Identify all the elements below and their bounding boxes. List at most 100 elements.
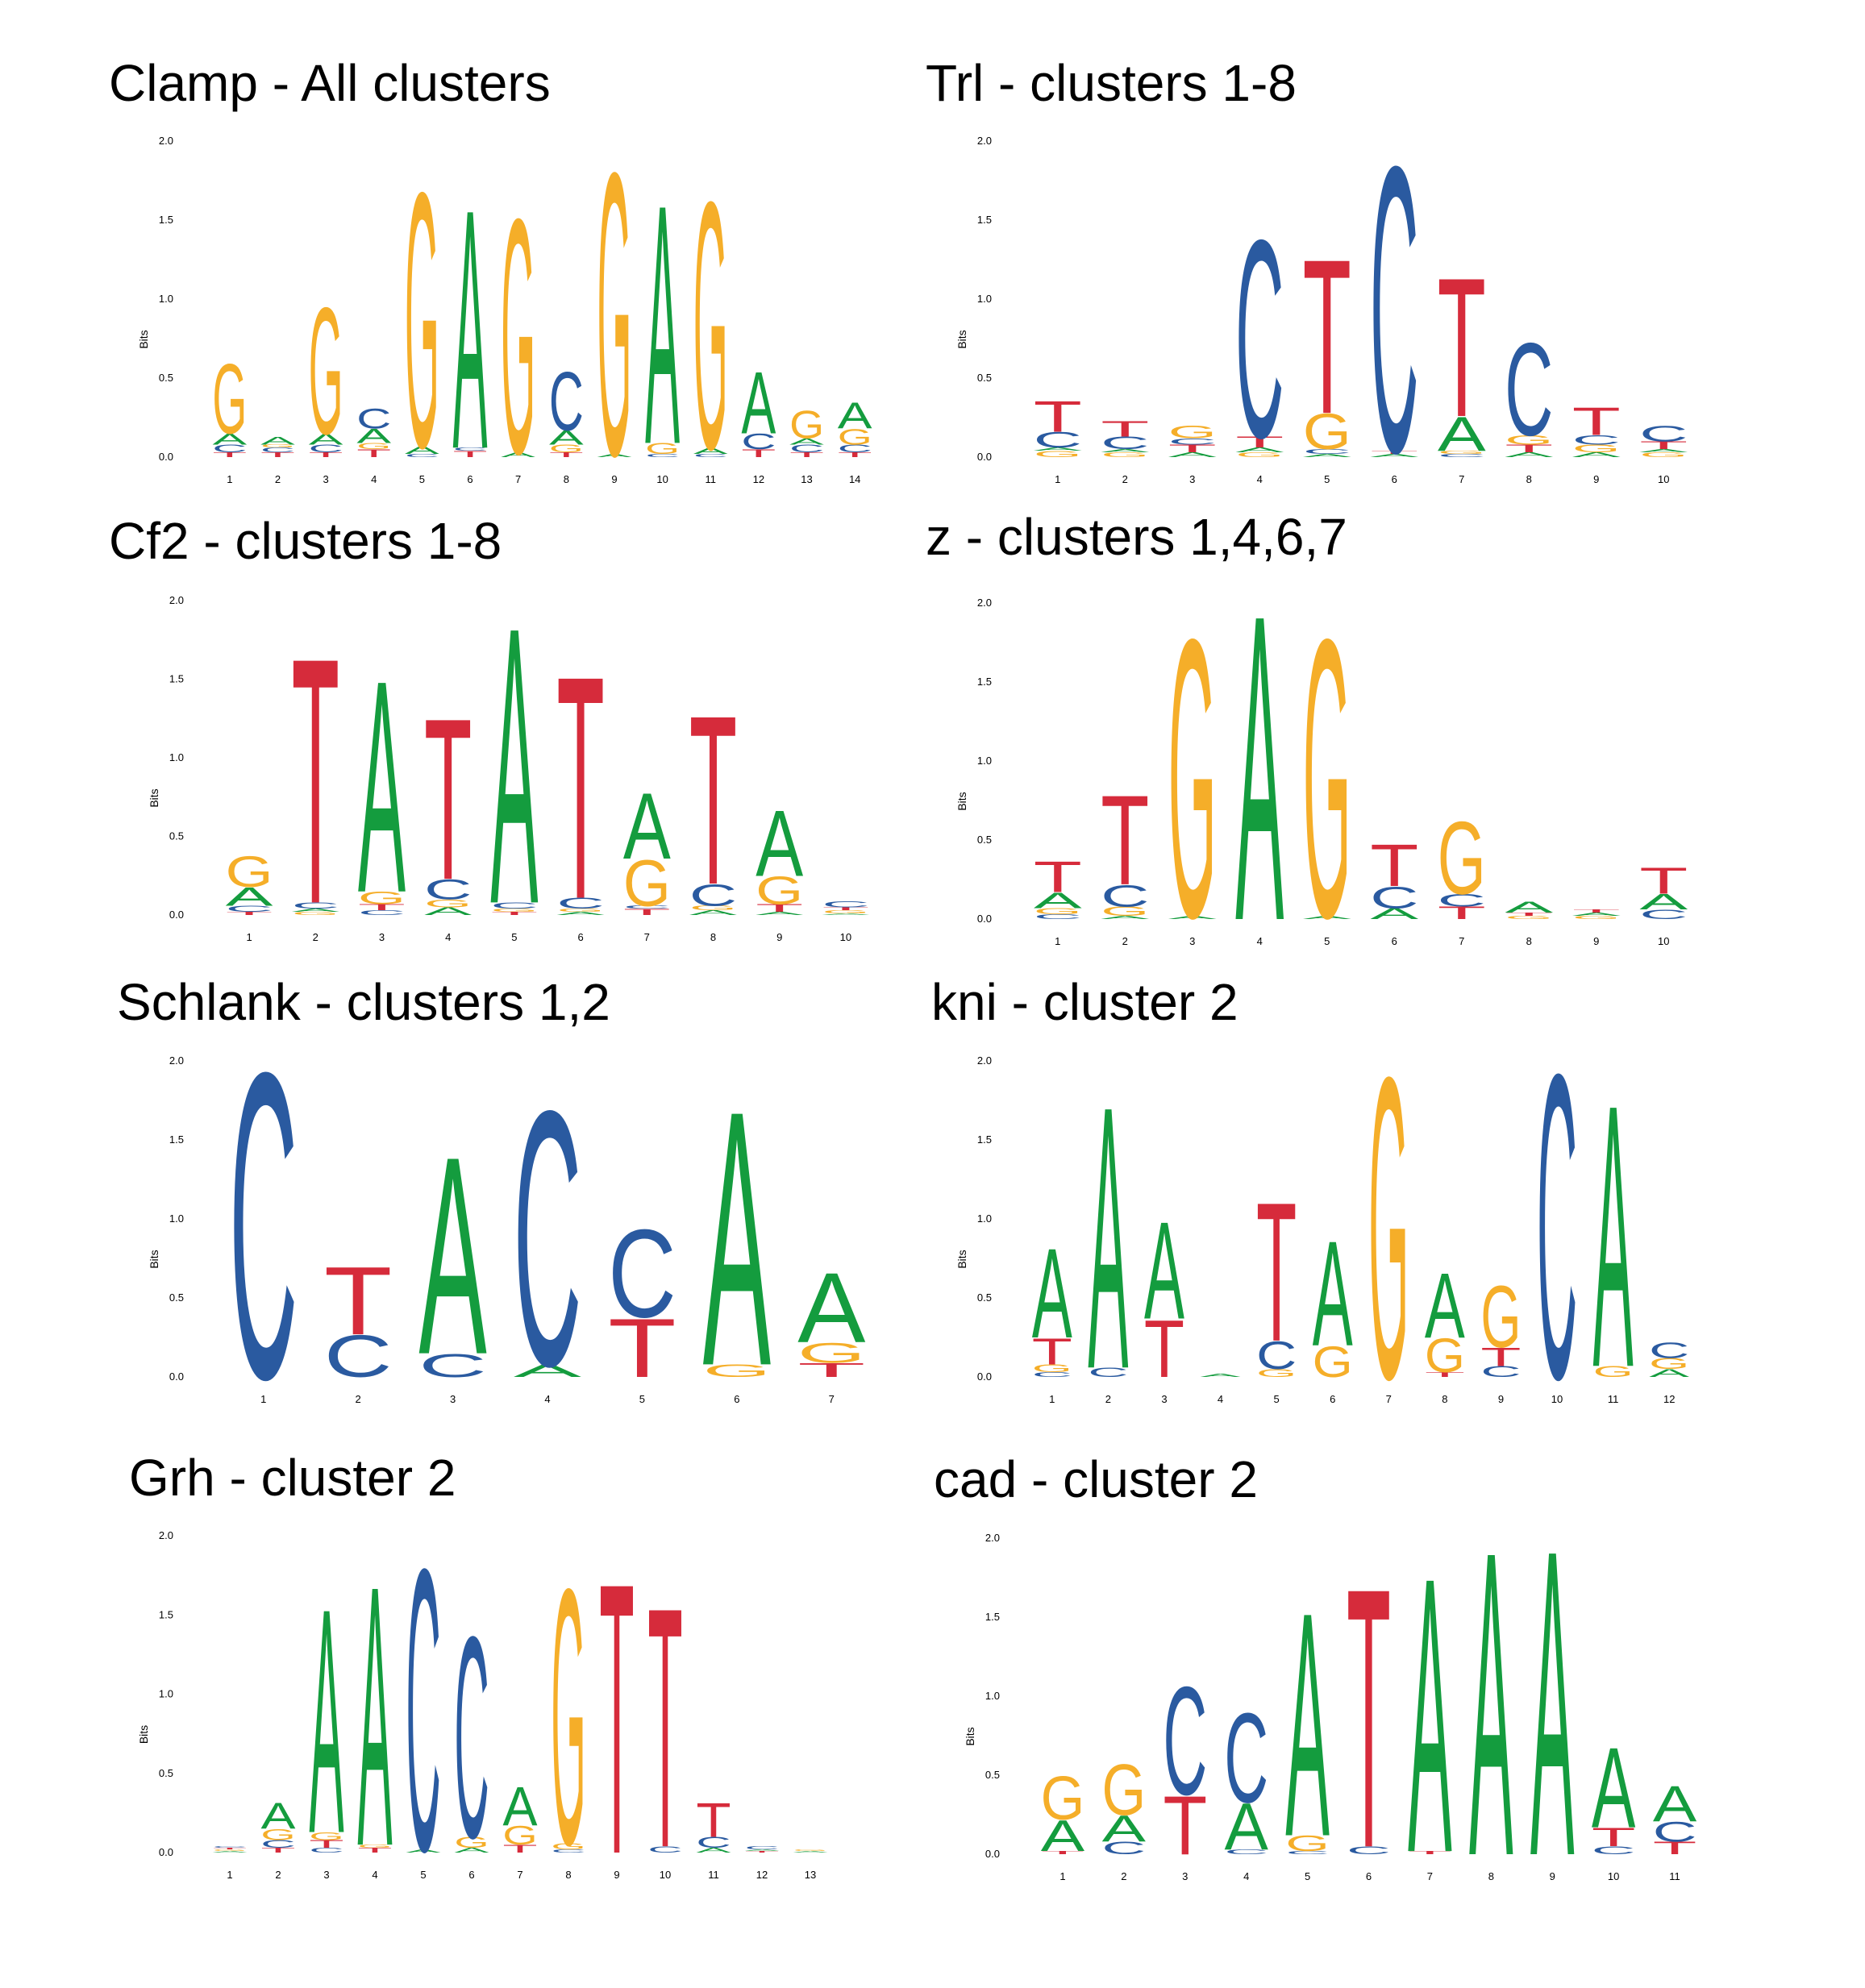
logo-letter-A: A [1370, 905, 1419, 923]
logo-letter-C: C [645, 453, 680, 458]
logo-letter-G: G [424, 897, 472, 909]
logo-letter-G: G [789, 403, 824, 447]
logo-letter-A: A [1593, 1026, 1634, 1446]
logo-letter-G: G [1041, 1763, 1085, 1833]
position-tick-label: 5 [420, 1869, 426, 1881]
position-tick-label: 8 [1526, 935, 1532, 947]
logo-letter-A: A [1168, 451, 1218, 459]
logo-letter-G: G [693, 129, 728, 524]
logo-letter-G: G [1168, 556, 1217, 1000]
logo-letter-C: C [1224, 1686, 1268, 1829]
position-tick-label: 5 [639, 1393, 645, 1405]
logo-letter-T: T [1041, 1850, 1085, 1855]
logo-letter-C: C [226, 904, 273, 913]
logo-letter-G: G [645, 440, 680, 457]
logo-letter-T: T [1592, 1823, 1636, 1853]
logo-letter-C: C [514, 1034, 582, 1441]
logo-letter-T: T [1256, 1161, 1297, 1383]
logo-letter-G: G [1285, 1832, 1330, 1856]
position-tick-label: 5 [1305, 1870, 1310, 1882]
logo-letter-C: C [1639, 907, 1688, 921]
logo-letter-T: T [1572, 400, 1621, 443]
logo-letter-C: C [358, 909, 406, 917]
panel-title: Schlank - clusters 1,2 [117, 973, 610, 1031]
logo-letter-C: C [1347, 1845, 1391, 1857]
y-tick-label: 0.5 [977, 372, 992, 384]
y-axis-label: Bits [137, 1725, 150, 1744]
logo-letter-G: G [1034, 906, 1082, 916]
y-tick-label: 1.0 [159, 1688, 173, 1700]
logo-letter-C: C [405, 453, 439, 458]
y-tick-label: 1.5 [977, 214, 992, 226]
position-tick-label: 3 [1182, 1870, 1188, 1882]
position-tick-label: 8 [1526, 473, 1532, 485]
logo-letter-C: C [1505, 315, 1553, 464]
logo-letter-A: A [1653, 1776, 1697, 1832]
panel-z: z - clusters 1,4,6,7 0.0 0.5 1.0 1.5 2.0 Bits… [926, 508, 1688, 1013]
panel-kni: kni - cluster 2 0.00.51.01.52.0Bits1CGTA… [931, 973, 1689, 1470]
logo-letter-G: G [212, 345, 247, 455]
logo-letter-T: T [1572, 909, 1621, 913]
position-tick-label: 5 [1324, 473, 1330, 485]
logo-letter-G: G [756, 868, 803, 913]
logo-letter-A: A [1425, 1254, 1465, 1358]
y-tick-label: 1.0 [169, 751, 184, 763]
logo-letter-G: G [1425, 1329, 1465, 1383]
position-tick-label: 3 [323, 473, 328, 485]
position-tick-label: 3 [1189, 473, 1195, 485]
logo-letter-T: T [647, 1536, 682, 1919]
logo-letter-C: C [1370, 880, 1418, 914]
position-tick-label: 11 [708, 1869, 719, 1881]
logo-letter-A: A [1088, 1028, 1128, 1448]
logo-letter-C: C [623, 905, 671, 909]
panel-title: Cf2 - clusters 1-8 [109, 512, 502, 570]
logo-letter-A: A [454, 1846, 489, 1853]
logo-letter-G: G [490, 908, 538, 913]
position-tick-label: 3 [379, 931, 385, 943]
logo-letter-T: T [696, 1792, 731, 1847]
logo-letter-G: G [1438, 801, 1486, 916]
position-tick-label: 11 [1608, 1393, 1619, 1405]
position-tick-label: 2 [1105, 1393, 1111, 1405]
logo-letter-T: T [1639, 860, 1688, 902]
logo-letter-A: A [693, 446, 728, 455]
position-tick-label: 2 [313, 931, 318, 943]
logo-letter-A: A [838, 394, 872, 436]
logo-letter-T: T [1032, 1331, 1072, 1373]
position-tick-label: 9 [1593, 473, 1599, 485]
y-tick-label: 2.0 [977, 597, 992, 609]
position-tick-label: 7 [517, 1869, 522, 1881]
logo-letter-A: A [1639, 890, 1688, 915]
logo-letter-A: A [356, 426, 392, 447]
logo-letter-T: T [309, 451, 343, 459]
logo-letter-A: A [1041, 1811, 1085, 1860]
logo-letter-T: T [789, 451, 824, 459]
logo-letter-C: C [292, 901, 339, 911]
logo-letter-C: C [260, 447, 295, 454]
y-tick-label: 1.5 [977, 676, 992, 688]
panel-cad: cad - cluster 2 0.00.51.01.52.0Bits1TAG2… [934, 1450, 1697, 1948]
position-tick-label: 4 [1257, 473, 1263, 485]
logo-letter-C: C [406, 1486, 440, 1935]
logo-letter-A: A [1034, 447, 1083, 451]
logo-letter-A: A [1313, 1211, 1353, 1378]
y-tick-label: 2.0 [169, 594, 184, 606]
logo-letter-T: T [212, 451, 247, 459]
logo-letter-T: T [1370, 833, 1418, 899]
position-tick-label: 4 [1257, 935, 1263, 947]
position-tick-label: 2 [275, 1869, 281, 1881]
y-tick-label: 2.0 [159, 135, 173, 147]
position-tick-label: 7 [1427, 1870, 1433, 1882]
position-tick-label: 7 [1459, 935, 1464, 947]
logo-letter-A: A [1102, 1808, 1147, 1850]
logo-letter-T: T [358, 902, 406, 912]
position-tick-label: 7 [829, 1393, 835, 1405]
logo-letter-C: C [1285, 1850, 1330, 1855]
logo-letter-G: G [557, 908, 605, 913]
y-tick-label: 0.0 [159, 451, 173, 463]
logo-letter-G: G [358, 888, 406, 908]
panel-schlank: Schlank - clusters 1,2 0.0 0.5 1.0 1.5 2.0 Bi… [117, 973, 866, 1470]
logo-letter-C: C [212, 443, 247, 455]
logo-letter-T: T [1370, 450, 1418, 455]
logo-letter-C: C [1034, 428, 1082, 452]
